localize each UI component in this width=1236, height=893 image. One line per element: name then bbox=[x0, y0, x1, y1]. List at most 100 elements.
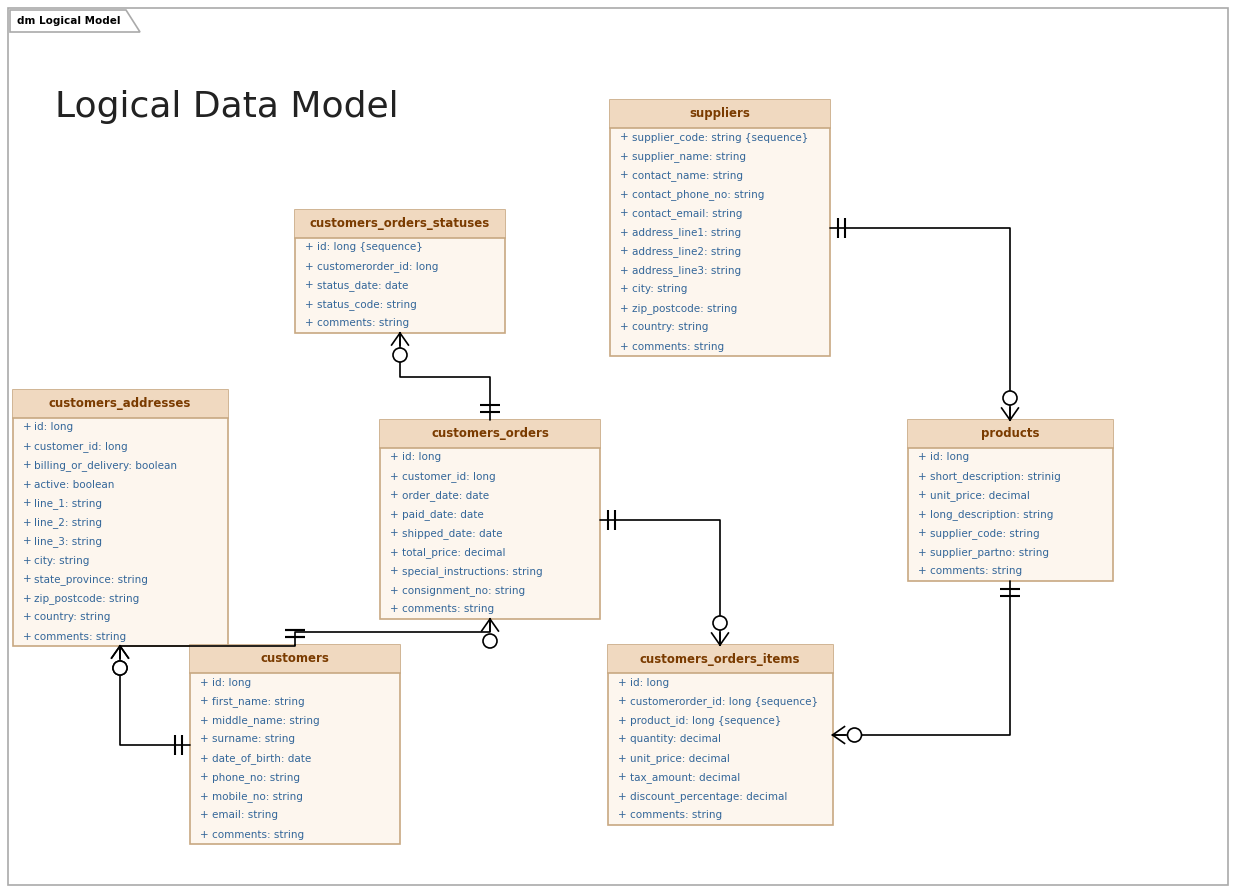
Text: customers_orders: customers_orders bbox=[431, 428, 549, 440]
Text: comments: string: comments: string bbox=[632, 341, 724, 352]
Text: +: + bbox=[22, 594, 31, 604]
Text: id: long {sequence}: id: long {sequence} bbox=[316, 243, 423, 253]
Text: +: + bbox=[22, 555, 31, 565]
Text: supplier_name: string: supplier_name: string bbox=[632, 151, 747, 162]
Text: customerorder_id: long {sequence}: customerorder_id: long {sequence} bbox=[629, 696, 818, 707]
Text: paid_date: date: paid_date: date bbox=[402, 509, 483, 520]
Text: billing_or_delivery: boolean: billing_or_delivery: boolean bbox=[35, 460, 178, 471]
Text: comments: string: comments: string bbox=[213, 830, 304, 839]
Circle shape bbox=[393, 348, 407, 362]
Text: +: + bbox=[618, 791, 627, 802]
Text: +: + bbox=[200, 735, 209, 745]
Text: +: + bbox=[22, 461, 31, 471]
Text: +: + bbox=[620, 285, 629, 295]
Text: +: + bbox=[305, 262, 314, 271]
Text: +: + bbox=[917, 510, 926, 520]
Text: id: long: id: long bbox=[929, 453, 969, 463]
Text: +: + bbox=[200, 772, 209, 782]
Text: +: + bbox=[391, 529, 399, 538]
Text: +: + bbox=[200, 678, 209, 688]
Text: +: + bbox=[620, 132, 629, 143]
Text: surname: string: surname: string bbox=[213, 735, 295, 745]
FancyBboxPatch shape bbox=[190, 645, 400, 844]
Text: country: string: country: string bbox=[632, 322, 708, 332]
Text: first_name: string: first_name: string bbox=[213, 696, 304, 707]
Text: quantity: decimal: quantity: decimal bbox=[629, 735, 721, 745]
Text: city: string: city: string bbox=[35, 555, 90, 565]
Text: +: + bbox=[391, 453, 399, 463]
FancyBboxPatch shape bbox=[608, 645, 833, 673]
Text: line_1: string: line_1: string bbox=[35, 498, 103, 509]
Text: +: + bbox=[22, 441, 31, 452]
Text: +: + bbox=[305, 243, 314, 253]
FancyBboxPatch shape bbox=[379, 420, 599, 448]
Text: +: + bbox=[618, 697, 627, 706]
Circle shape bbox=[1002, 391, 1017, 405]
Text: address_line2: string: address_line2: string bbox=[632, 246, 742, 257]
Text: +: + bbox=[391, 547, 399, 557]
Text: contact_email: string: contact_email: string bbox=[632, 208, 743, 219]
Text: +: + bbox=[305, 319, 314, 329]
Text: product_id: long {sequence}: product_id: long {sequence} bbox=[629, 715, 781, 726]
Text: +: + bbox=[917, 472, 926, 481]
Text: contact_name: string: contact_name: string bbox=[632, 170, 743, 181]
Text: shipped_date: date: shipped_date: date bbox=[402, 528, 503, 539]
Text: +: + bbox=[22, 480, 31, 489]
Text: customers_orders_statuses: customers_orders_statuses bbox=[310, 218, 491, 230]
Text: status_date: date: status_date: date bbox=[316, 280, 408, 291]
Text: +: + bbox=[618, 715, 627, 725]
Circle shape bbox=[112, 661, 127, 675]
Text: supplier_code: string: supplier_code: string bbox=[929, 528, 1039, 539]
Text: +: + bbox=[620, 265, 629, 276]
Text: +: + bbox=[618, 735, 627, 745]
Text: +: + bbox=[391, 586, 399, 596]
Text: +: + bbox=[22, 498, 31, 508]
Circle shape bbox=[848, 728, 861, 742]
Text: supplier_code: string {sequence}: supplier_code: string {sequence} bbox=[632, 132, 808, 143]
Text: +: + bbox=[391, 566, 399, 577]
Text: +: + bbox=[917, 547, 926, 557]
Text: customers: customers bbox=[261, 653, 330, 665]
Text: +: + bbox=[620, 208, 629, 219]
Text: zip_postcode: string: zip_postcode: string bbox=[35, 593, 140, 604]
Text: email: string: email: string bbox=[213, 811, 278, 821]
Text: address_line1: string: address_line1: string bbox=[632, 227, 742, 238]
Text: +: + bbox=[200, 697, 209, 706]
Text: country: string: country: string bbox=[35, 613, 111, 622]
Text: line_2: string: line_2: string bbox=[35, 517, 103, 528]
Text: id: long: id: long bbox=[35, 422, 74, 432]
Text: +: + bbox=[22, 631, 31, 641]
Text: suppliers: suppliers bbox=[690, 107, 750, 121]
Text: +: + bbox=[22, 574, 31, 585]
Text: +: + bbox=[200, 811, 209, 821]
Text: +: + bbox=[391, 510, 399, 520]
Text: contact_phone_no: string: contact_phone_no: string bbox=[632, 189, 764, 200]
FancyBboxPatch shape bbox=[611, 100, 831, 356]
FancyBboxPatch shape bbox=[611, 100, 831, 128]
Text: +: + bbox=[618, 772, 627, 782]
Text: comments: string: comments: string bbox=[629, 811, 722, 821]
Text: discount_percentage: decimal: discount_percentage: decimal bbox=[629, 791, 787, 802]
Text: customers_orders_items: customers_orders_items bbox=[640, 653, 800, 665]
FancyBboxPatch shape bbox=[379, 420, 599, 619]
Text: +: + bbox=[917, 453, 926, 463]
Text: supplier_partno: string: supplier_partno: string bbox=[929, 547, 1048, 558]
FancyBboxPatch shape bbox=[12, 390, 227, 418]
Text: short_description: strinig: short_description: strinig bbox=[929, 471, 1060, 482]
Text: +: + bbox=[620, 228, 629, 238]
Text: special_instructions: string: special_instructions: string bbox=[402, 566, 543, 577]
Text: id: long: id: long bbox=[213, 678, 251, 688]
Text: city: string: city: string bbox=[632, 285, 687, 295]
Text: +: + bbox=[200, 754, 209, 764]
FancyBboxPatch shape bbox=[12, 390, 227, 646]
Text: +: + bbox=[917, 490, 926, 500]
Text: middle_name: string: middle_name: string bbox=[213, 715, 320, 726]
Text: +: + bbox=[917, 566, 926, 577]
Text: line_3: string: line_3: string bbox=[35, 536, 103, 547]
Text: customer_id: long: customer_id: long bbox=[402, 471, 496, 482]
Text: Logical Data Model: Logical Data Model bbox=[54, 90, 399, 124]
Text: +: + bbox=[618, 754, 627, 764]
Text: +: + bbox=[22, 537, 31, 547]
Text: address_line3: string: address_line3: string bbox=[632, 265, 742, 276]
Text: long_description: string: long_description: string bbox=[929, 509, 1053, 520]
